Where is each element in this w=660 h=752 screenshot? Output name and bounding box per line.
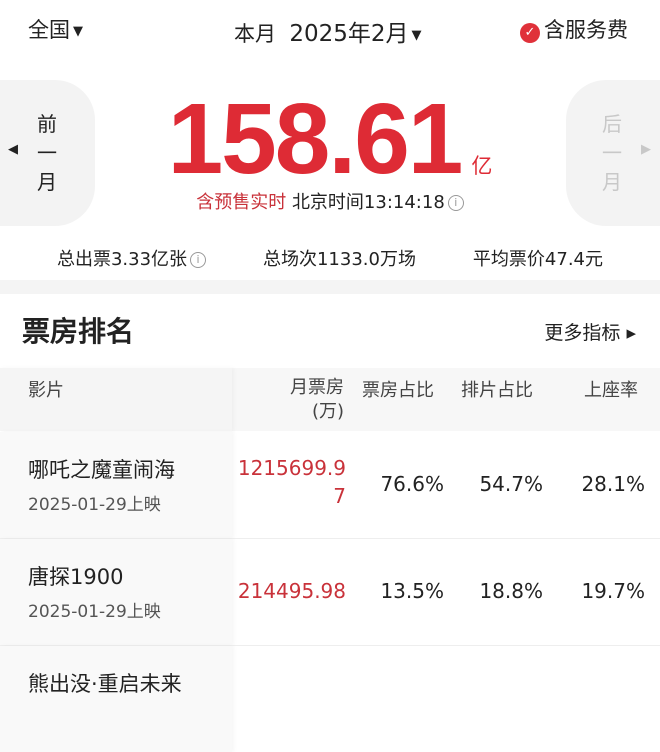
caret-right-icon: ▶ — [641, 142, 651, 157]
realtime-line: 含预售实时 北京时间13:14:18 i — [0, 188, 660, 214]
col-occupancy[interactable]: 上座率 — [584, 380, 638, 401]
info-icon[interactable]: i — [190, 252, 207, 268]
service-fee-toggle[interactable]: ✓ 含服务费 — [520, 14, 628, 44]
table-row[interactable]: 唐探1900 2025-01-29上映 214495.98 13.5% 18.8… — [0, 539, 660, 645]
occupancy: 28.1% — [581, 472, 645, 496]
caret-down-icon: ▼ — [73, 24, 83, 39]
box-share: 13.5% — [380, 579, 444, 603]
col-film[interactable]: 影片 — [28, 380, 64, 401]
caret-left-icon: ◀ — [8, 142, 18, 157]
realtime-label: 含预售实时 — [196, 192, 287, 213]
box-office: 1215699.97 — [237, 456, 346, 508]
total-box-office-block: 158.61 亿 — [120, 84, 540, 194]
period-label: 本月 — [234, 22, 276, 46]
next-label: 后一月 — [602, 112, 622, 194]
next-month-button[interactable]: 后一月 ▶ — [566, 80, 660, 226]
region-label: 全国 — [28, 18, 70, 42]
stat-tickets: 总出票3.33亿张 i — [57, 245, 207, 271]
release-date: 2025-01-29上映 — [28, 602, 161, 622]
divider — [0, 280, 660, 294]
film-title: 哪吒之魔童闹海 — [28, 458, 175, 482]
schedule-share: 18.8% — [479, 579, 543, 603]
schedule-share: 54.7% — [479, 472, 543, 496]
col-schedule[interactable]: 排片占比 — [461, 380, 533, 401]
section-title: 票房排名 — [22, 315, 135, 348]
row-divider — [0, 645, 660, 646]
prev-label: 前一月 — [37, 112, 57, 194]
more-metrics-link[interactable]: 更多指标 ▸ — [544, 322, 636, 344]
table-row[interactable]: 哪吒之魔童闹海 2025-01-29上映 1215699.97 76.6% 54… — [0, 432, 660, 538]
month-label: 2025年2月 — [289, 21, 409, 47]
prev-month-button[interactable]: ◀ 前一月 — [0, 80, 95, 226]
total-box-office: 158.61 — [167, 83, 464, 195]
time-label: 北京时间13:14:18 — [291, 192, 445, 213]
occupancy: 19.7% — [581, 579, 645, 603]
row-divider — [0, 538, 660, 539]
table-row[interactable]: 熊出没·重启未来 — [0, 646, 660, 752]
table-header — [0, 368, 660, 431]
film-title: 唐探1900 — [28, 565, 124, 589]
stats-row: 总出票3.33亿张 i 总场次1133.0万场 平均票价47.4元 — [0, 245, 660, 271]
region-selector[interactable]: 全国 ▼ — [28, 14, 83, 44]
service-fee-label: 含服务费 — [544, 18, 628, 42]
caret-down-icon: ▼ — [411, 28, 422, 43]
box-share: 76.6% — [380, 472, 444, 496]
col-box-office[interactable]: 月票房 (万) — [290, 377, 344, 422]
col-share[interactable]: 票房占比 — [362, 380, 434, 401]
box-office: 214495.98 — [237, 579, 346, 603]
total-unit: 亿 — [471, 154, 493, 178]
info-icon[interactable]: i — [447, 195, 464, 211]
release-date: 2025-01-29上映 — [28, 495, 161, 515]
film-title: 熊出没·重启未来 — [28, 672, 182, 696]
month-selector[interactable]: 本月 2025年2月 ▼ — [234, 14, 422, 48]
check-icon: ✓ — [520, 23, 540, 43]
stat-shows: 总场次1133.0万场 — [262, 249, 416, 270]
stat-avg-price: 平均票价47.4元 — [472, 249, 603, 270]
